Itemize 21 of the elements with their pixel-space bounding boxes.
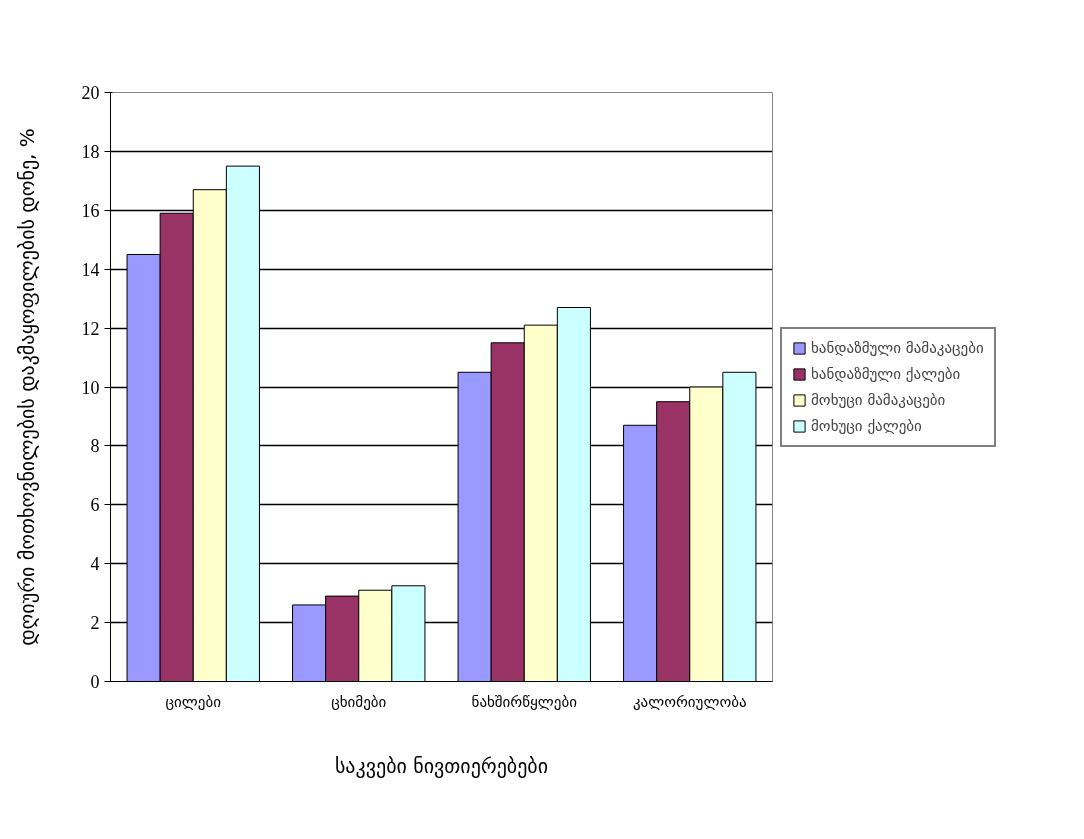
legend-label: მოხუცი ქალები: [811, 416, 922, 435]
x-tick-label: ცხიმები: [331, 692, 387, 711]
y-tick-label: 16: [81, 200, 100, 221]
legend-label: მოხუცი მამაკაცები: [811, 390, 946, 409]
x-axis-title: საკვები ნივთიერებები: [334, 753, 549, 778]
legend-label: ხანდაზმული მამაკაცები: [811, 338, 984, 357]
x-tick-label: კალორიულობა: [632, 692, 747, 711]
y-tick-label: 4: [90, 554, 100, 575]
y-tick-label: 10: [81, 377, 100, 398]
x-tick-label: ნახშირწყლები: [471, 692, 578, 711]
y-tick-label: 12: [81, 318, 100, 339]
y-tick-label: 14: [81, 259, 100, 280]
y-tick-label: 6: [90, 495, 100, 516]
y-tick-label: 20: [81, 83, 100, 103]
y-tick-label: 8: [90, 436, 100, 457]
y-axis-title: დღიური მოთხოვნილების დაკმაყოფილების დონე, %: [14, 128, 39, 646]
y-tick-label: 0: [90, 672, 100, 692]
legend-label: ხანდაზმული ქალები: [811, 364, 961, 383]
y-tick-label: 18: [81, 141, 100, 162]
x-tick-label: ცილები: [165, 692, 222, 711]
y-tick-label: 2: [90, 613, 100, 634]
